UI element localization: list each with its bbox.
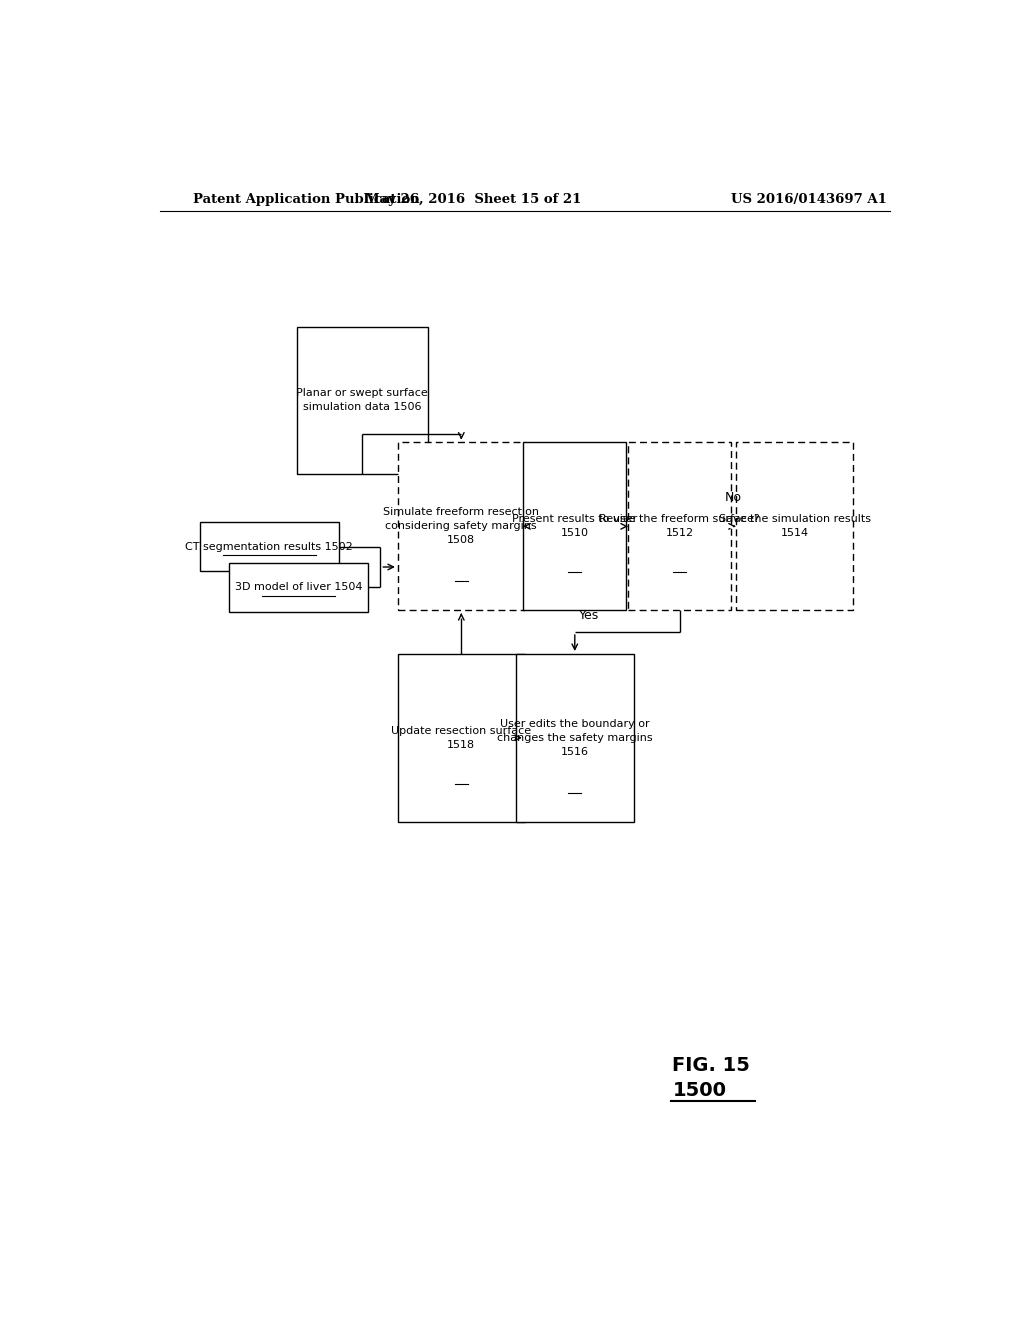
Text: Revise the freeform surface?
1512: Revise the freeform surface? 1512 [599, 515, 760, 539]
FancyBboxPatch shape [229, 562, 368, 611]
Text: No: No [725, 491, 742, 504]
FancyBboxPatch shape [523, 442, 627, 610]
Text: Patent Application Publication: Patent Application Publication [194, 193, 420, 206]
Text: 3D model of liver 1504: 3D model of liver 1504 [234, 582, 362, 593]
Text: US 2016/0143697 A1: US 2016/0143697 A1 [731, 193, 887, 206]
FancyBboxPatch shape [397, 653, 524, 821]
Text: User edits the boundary or
changes the safety margins
1516: User edits the boundary or changes the s… [497, 719, 652, 756]
FancyBboxPatch shape [297, 326, 428, 474]
Text: Yes: Yes [579, 609, 599, 622]
Text: Update resection surface
1518: Update resection surface 1518 [391, 726, 531, 750]
Text: Planar or swept surface
simulation data 1506: Planar or swept surface simulation data … [296, 388, 428, 412]
FancyBboxPatch shape [628, 442, 731, 610]
FancyBboxPatch shape [736, 442, 853, 610]
Text: CT segmentation results 1502: CT segmentation results 1502 [185, 541, 353, 552]
Text: Present results to user
1510: Present results to user 1510 [512, 515, 637, 539]
FancyBboxPatch shape [397, 442, 524, 610]
Text: May 26, 2016  Sheet 15 of 21: May 26, 2016 Sheet 15 of 21 [365, 193, 582, 206]
Text: 1500: 1500 [673, 1081, 726, 1100]
FancyBboxPatch shape [516, 653, 634, 821]
FancyBboxPatch shape [200, 523, 339, 572]
Text: Save the simulation results
1514: Save the simulation results 1514 [719, 515, 870, 539]
Text: FIG. 15: FIG. 15 [673, 1056, 751, 1074]
Text: Simulate freeform resection
considering safety margins
1508: Simulate freeform resection considering … [383, 507, 540, 545]
